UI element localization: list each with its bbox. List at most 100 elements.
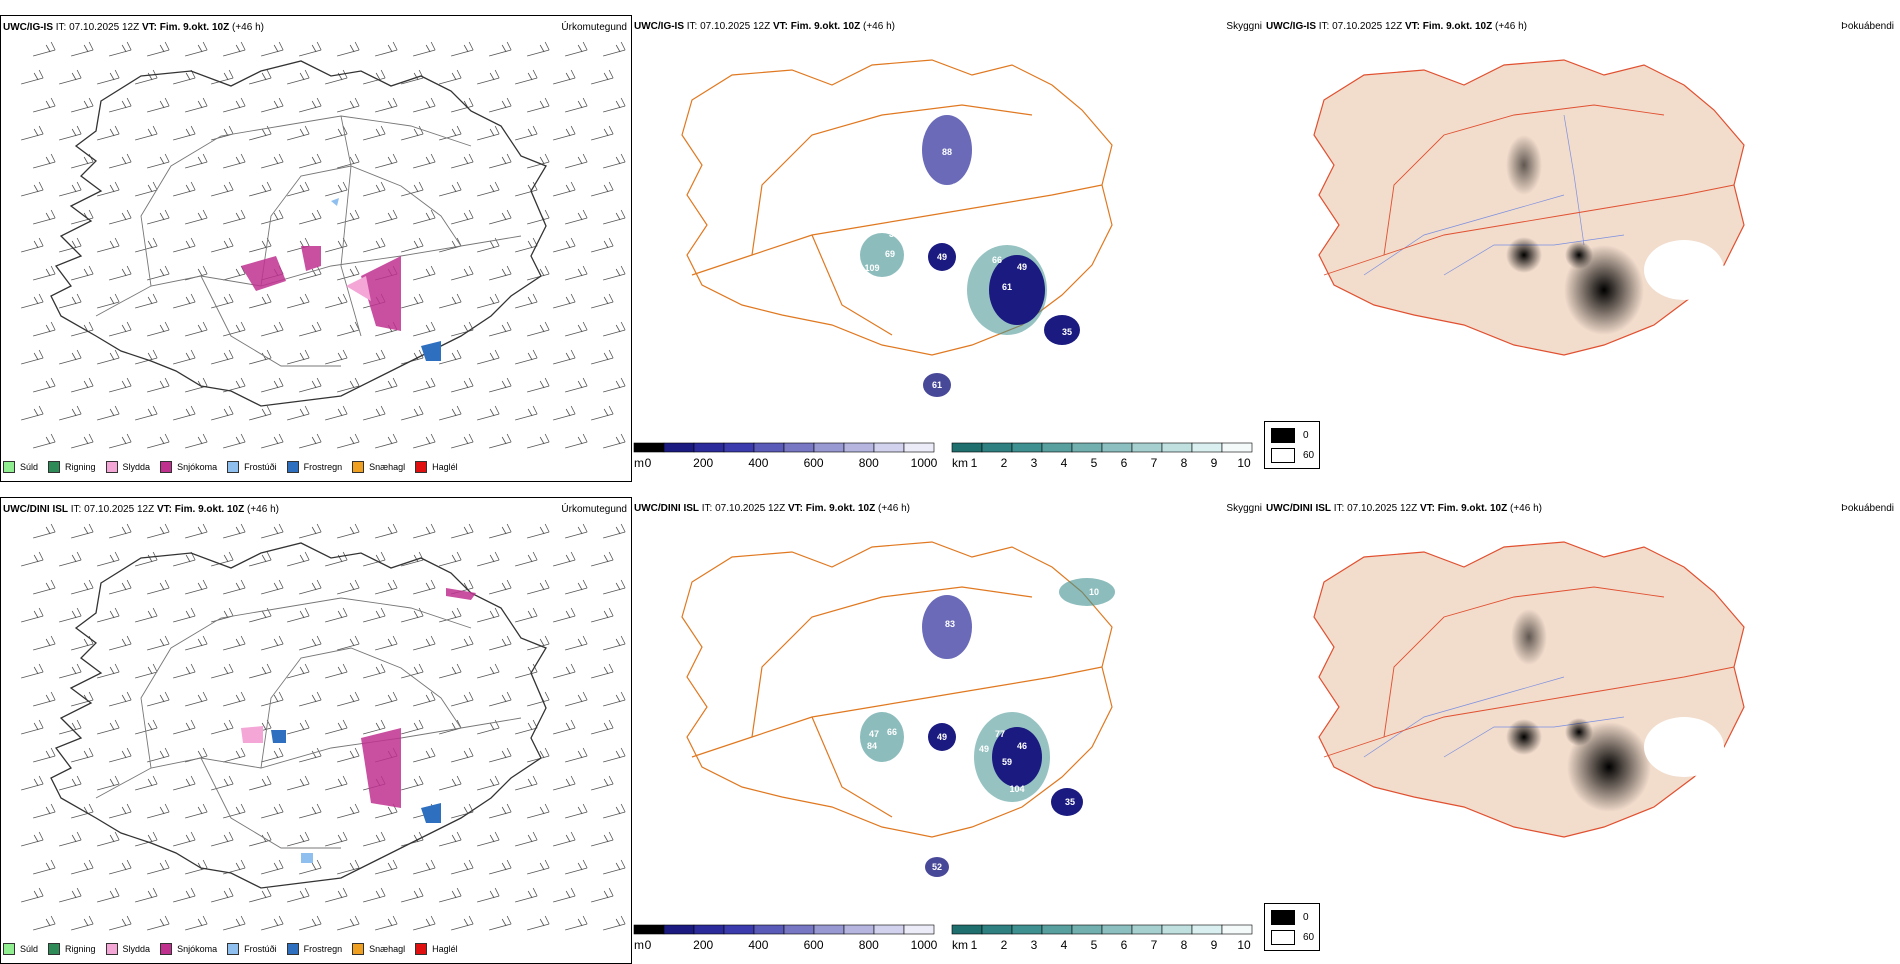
wind-barb	[299, 635, 322, 651]
wind-barb	[299, 209, 322, 225]
wind-barb	[97, 69, 120, 85]
legend-swatch	[286, 461, 299, 473]
wind-barb	[109, 41, 132, 57]
legend-item: Haglél	[415, 943, 458, 955]
wind-barb	[337, 523, 360, 539]
scale-tick: 1	[971, 938, 978, 952]
wind-barb	[591, 887, 614, 903]
wind-barb	[109, 433, 132, 449]
wind-barb	[325, 125, 348, 141]
legend-label: Slydda	[122, 944, 151, 954]
wind-barb	[173, 237, 196, 253]
scale-swatch	[1191, 924, 1223, 935]
wind-barb	[337, 579, 360, 595]
precip-areas	[241, 198, 441, 361]
wind-barb	[185, 153, 208, 169]
wind-barb	[603, 41, 626, 57]
wind-barb	[439, 607, 462, 623]
scale-tick: 10	[1237, 456, 1251, 470]
wind-barb	[591, 125, 614, 141]
wind-barb	[565, 803, 588, 819]
legend-item: Rigning	[48, 943, 96, 955]
wind-barb	[173, 293, 196, 309]
wind-barb	[261, 209, 284, 225]
wind-barb	[135, 887, 158, 903]
wind-barb	[109, 321, 132, 337]
wind-barb	[603, 265, 626, 281]
wind-barb	[565, 153, 588, 169]
wind-barb	[71, 579, 94, 595]
wind-barb	[261, 153, 284, 169]
wind-barb	[287, 607, 310, 623]
wind-barb	[59, 125, 82, 141]
wind-barb	[135, 293, 158, 309]
scale-tick: 0	[645, 938, 652, 952]
wind-barb	[147, 859, 170, 875]
wind-barb	[553, 831, 576, 847]
scale-tick: 3	[1031, 456, 1038, 470]
wind-barb	[489, 803, 512, 819]
legend-item: Snæhagl	[352, 943, 405, 955]
wind-barb	[211, 887, 234, 903]
wind-barb	[261, 97, 284, 113]
wind-barb	[553, 349, 576, 365]
wind-barb	[515, 663, 538, 679]
wind-barb	[603, 321, 626, 337]
wind-barb	[325, 551, 348, 567]
panel-title: Úrkomutegund	[561, 22, 627, 33]
wind-barb	[59, 663, 82, 679]
scale-swatch	[753, 924, 785, 935]
wind-barb	[337, 209, 360, 225]
wind-barb	[249, 887, 272, 903]
wind-barb	[565, 41, 588, 57]
wind-barb	[413, 153, 436, 169]
wind-barb	[489, 523, 512, 539]
legend-item: Slydda	[105, 461, 150, 473]
visibility-scale: m 0 200 400 600 800 1000 km 1 2 3 4 5 6 7 8 9 10	[633, 442, 1253, 470]
legend-item: Snjókoma	[160, 943, 217, 955]
wind-barb	[33, 41, 56, 57]
wind-barb	[527, 153, 550, 169]
wind-barb	[33, 153, 56, 169]
wind-barb	[337, 97, 360, 113]
wind-barb	[287, 349, 310, 365]
wind-barb	[451, 803, 474, 819]
wind-barb	[603, 859, 626, 875]
wind-barb	[401, 237, 424, 253]
wind-barb	[439, 831, 462, 847]
wind-barb	[223, 915, 246, 931]
wind-barb	[249, 405, 272, 421]
vis-label: 52	[932, 862, 942, 872]
legend-label: Rigning	[65, 462, 96, 472]
wind-barb	[565, 691, 588, 707]
vis-label: 35	[1065, 797, 1075, 807]
legend-item: Súld	[3, 943, 38, 955]
wind-barb	[451, 433, 474, 449]
wind-barb	[363, 405, 386, 421]
legend-item: Rigning	[48, 461, 96, 473]
wind-barb	[401, 887, 424, 903]
wind-barb	[413, 915, 436, 931]
scale-swatch	[1071, 924, 1103, 935]
wind-barb	[211, 181, 234, 197]
wind-barb	[287, 293, 310, 309]
wind-barb	[109, 377, 132, 393]
roads	[95, 115, 522, 367]
wind-barb	[527, 523, 550, 539]
wind-barb	[401, 663, 424, 679]
wind-barb	[211, 69, 234, 85]
wind-barb	[553, 663, 576, 679]
wind-barb	[135, 607, 158, 623]
scale-swatch	[723, 442, 755, 453]
legend-swatch	[227, 461, 240, 473]
scale-tick: 600	[804, 456, 824, 470]
scale-swatch	[1161, 442, 1193, 453]
wind-barb	[527, 265, 550, 281]
wind-barb	[261, 691, 284, 707]
wind-barb	[109, 635, 132, 651]
legend-item: Frostúði	[227, 943, 277, 955]
legend-item: Frostúði	[227, 461, 277, 473]
scale-swatch	[663, 442, 695, 453]
wind-barb	[109, 747, 132, 763]
scale-tick: 4	[1061, 456, 1068, 470]
